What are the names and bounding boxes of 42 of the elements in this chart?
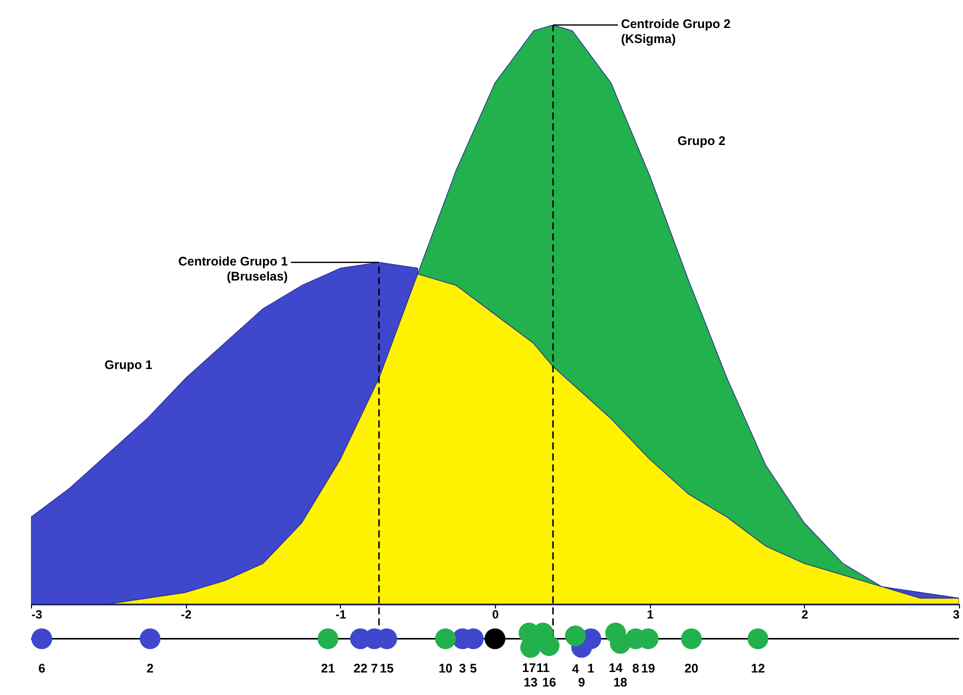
text: Grupo 1 [104,358,152,372]
annotation: 9 [578,675,586,690]
annotation: 3 [459,662,466,676]
point [31,628,52,650]
x-tick-label: 1 [646,607,654,622]
x-tick-label: -1 [336,607,346,622]
annotation: 11 [536,660,550,675]
annotation: 1 [587,662,594,676]
annotation: 22 [353,662,368,676]
annotation: 4 [572,662,579,676]
x-tick-label: -2 [180,607,192,622]
annotation: 5 [470,662,477,676]
annotation: 20 [684,662,698,676]
x-tick-label: 0 [492,607,500,622]
x-tick-label: 2 [801,607,808,622]
x-tick-label: -3 [32,607,42,622]
ref-line-label: Centroide Grupo 2 (KSigma) [620,17,731,46]
point [435,628,456,650]
x-tick-label: 3 [952,607,960,622]
point [565,625,586,646]
point [140,628,160,650]
annotation: 18 [613,675,628,690]
annotation: 6 [38,662,46,676]
annotation: 13 [524,675,538,690]
annotation: 15 [380,662,394,676]
annotation: 19 [641,662,656,676]
annotation: 17 [522,660,536,675]
point [538,635,560,656]
point [681,628,702,650]
text: Grupo 2 [678,134,726,148]
point [484,628,506,650]
annotation: 7 [370,662,378,676]
annotation: 12 [750,662,765,676]
point [318,628,338,650]
annotation: 21 [321,662,335,676]
annotation: 2 [146,662,154,676]
point [748,628,768,650]
ref-line-label: Centroide Grupo 1 (Bruselas) [178,254,288,284]
annotation: 14 [608,660,623,675]
annotation: 10 [438,662,453,676]
annotation: 16 [542,676,556,690]
annotation: 8 [632,662,640,676]
